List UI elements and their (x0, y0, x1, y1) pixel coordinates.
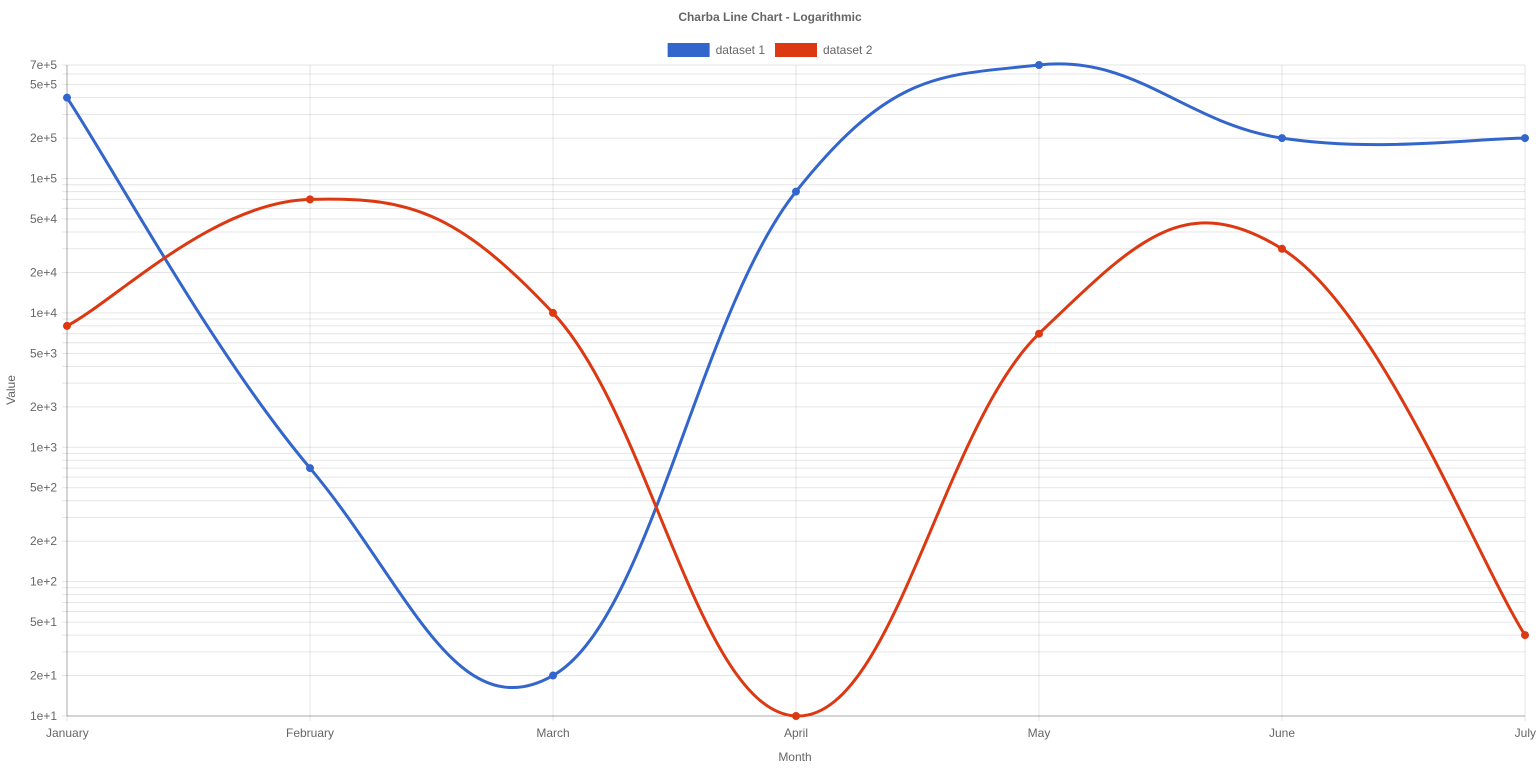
legend-swatch (667, 43, 710, 57)
data-point[interactable] (792, 712, 800, 720)
x-tick-label: March (536, 726, 569, 740)
x-tick-label: May (1028, 726, 1051, 740)
data-point[interactable] (792, 187, 800, 196)
x-gridlines (66, 65, 1526, 721)
data-point[interactable] (1521, 134, 1529, 143)
y-tick-label: 1e+4 (30, 306, 57, 320)
legend[interactable]: dataset 1 dataset 2 (667, 43, 873, 57)
legend-item[interactable]: dataset 2 (775, 43, 873, 57)
y-tick-label: 5e+3 (30, 346, 57, 360)
y-tick-label: 1e+1 (30, 709, 57, 723)
y-tick-label: 2e+5 (30, 131, 57, 145)
data-point[interactable] (549, 671, 557, 680)
legend-label: dataset 2 (823, 43, 873, 57)
y-tick-label: 5e+5 (30, 78, 57, 92)
x-tick-label: April (784, 726, 808, 740)
data-point[interactable] (1278, 244, 1286, 253)
x-tick-label: June (1269, 726, 1295, 740)
y-tick-label: 1e+3 (30, 440, 57, 454)
data-point[interactable] (306, 195, 314, 204)
y-tick-label: 5e+2 (30, 481, 57, 495)
legend-swatch (775, 43, 817, 57)
data-point[interactable] (63, 321, 71, 330)
y-tick-label: 1e+5 (30, 172, 57, 186)
y-tick-label: 7e+5 (30, 58, 57, 72)
y-tick-labels: 1e+1 2e+1 5e+1 1e+2 2e+2 5e+2 1e+3 2e+3 5e+3 1e+4… (30, 58, 57, 723)
y-tick-label: 5e+1 (30, 615, 57, 629)
y-tick-label: 2e+3 (30, 400, 57, 414)
series-2 (63, 195, 1529, 720)
y-tick-label: 2e+1 (30, 669, 57, 683)
y-gridlines (62, 64, 1525, 717)
data-point[interactable] (1035, 61, 1043, 69)
data-point[interactable] (63, 93, 71, 102)
y-axis-title: Value (4, 375, 18, 405)
chart-title: Charba Line Chart - Logarithmic (678, 10, 862, 24)
legend-item[interactable]: dataset 1 (667, 43, 766, 57)
x-tick-label: February (286, 726, 334, 740)
y-tick-label: 1e+2 (30, 575, 57, 589)
x-tick-label: January (46, 726, 89, 740)
y-tick-label: 5e+4 (30, 212, 57, 226)
x-axis-title: Month (778, 750, 811, 764)
x-tick-labels: January February March April May June July (46, 726, 1536, 740)
legend-label: dataset 1 (716, 43, 766, 57)
series-layer (63, 61, 1529, 720)
data-point[interactable] (1278, 134, 1286, 143)
y-tick-label: 2e+2 (30, 534, 57, 548)
data-point[interactable] (549, 308, 557, 317)
x-tick-label: July (1515, 726, 1536, 740)
data-point[interactable] (1035, 329, 1043, 338)
data-point[interactable] (1521, 631, 1529, 640)
series-1 (63, 61, 1529, 690)
series-line (66, 197, 1527, 718)
series-line (65, 62, 1526, 690)
y-tick-label: 2e+4 (30, 265, 57, 279)
data-point[interactable] (306, 464, 314, 473)
